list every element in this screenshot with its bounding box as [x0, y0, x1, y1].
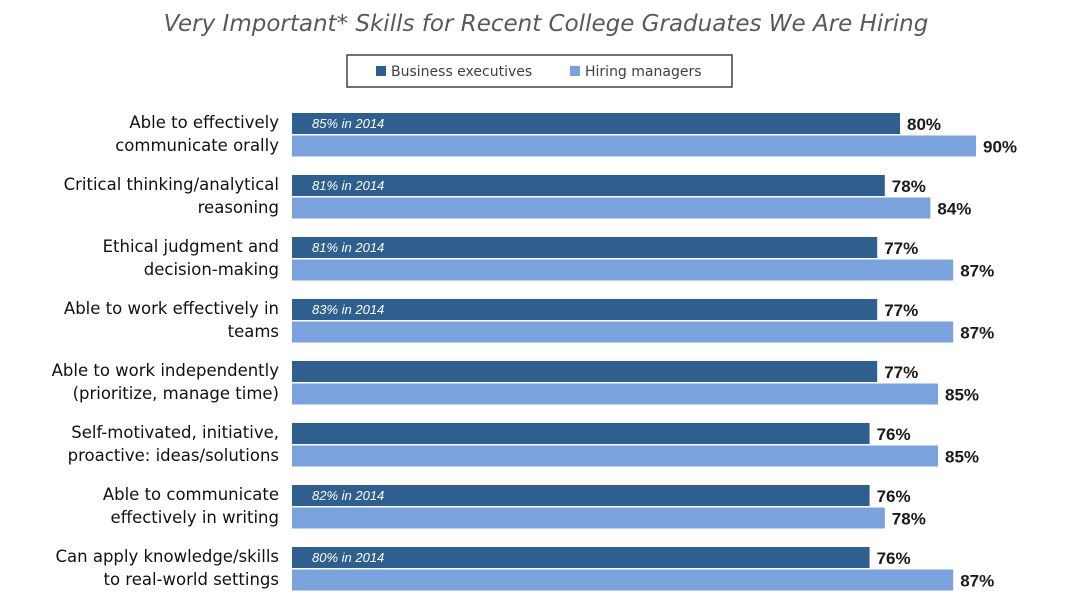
prior-year-annotation: 82% in 2014 — [312, 488, 384, 503]
category-label: communicate orally — [115, 136, 279, 155]
category-label: reasoning — [198, 198, 279, 217]
chart-title: Very Important* Skills for Recent Colleg… — [164, 11, 929, 37]
category-group: Able to effectively communicate orally 80%… — [115, 113, 1017, 157]
category-label: Self-motivated, initiative, — [71, 423, 279, 442]
category-label: Critical thinking/analytical — [64, 175, 279, 194]
value-label: 84% — [937, 200, 971, 219]
value-label: 78% — [892, 510, 926, 529]
category-group: Able to work effectively in teams 77% 83% i… — [64, 299, 994, 343]
category-label: to real-world settings — [103, 570, 279, 589]
bar-business-executives — [292, 547, 870, 568]
category-label: decision-making — [144, 260, 279, 279]
category-label: Able to work independently — [52, 361, 280, 380]
plot-area: Able to effectively communicate orally 80%… — [52, 113, 1017, 591]
value-label: 76% — [877, 425, 911, 444]
bar-hiring-managers — [292, 507, 885, 529]
value-label: 76% — [877, 549, 911, 568]
legend-swatch-business-executives — [376, 66, 386, 76]
category-label: teams — [228, 322, 279, 341]
bar-hiring-managers — [292, 445, 938, 467]
bar-hiring-managers — [292, 321, 954, 343]
legend-label-business-executives: Business executives — [391, 64, 532, 80]
category-label: Able to effectively — [129, 113, 279, 132]
bar-business-executives — [292, 485, 870, 506]
legend-label-hiring-managers: Hiring managers — [585, 64, 702, 80]
value-label: 77% — [884, 363, 918, 382]
category-label: Able to communicate — [103, 485, 279, 504]
category-label: Can apply knowledge/skills — [56, 547, 279, 566]
prior-year-annotation: 80% in 2014 — [312, 550, 384, 565]
category-label: Ethical judgment and — [103, 237, 279, 256]
prior-year-annotation: 85% in 2014 — [312, 116, 384, 131]
prior-year-annotation: 81% in 2014 — [312, 240, 384, 255]
category-label: effectively in writing — [111, 508, 279, 527]
value-label: 90% — [983, 138, 1017, 157]
bar-business-executives — [292, 237, 878, 258]
bar-business-executives — [292, 175, 885, 196]
value-label: 87% — [960, 324, 994, 343]
category-group: Can apply knowledge/skills to real-world … — [56, 547, 994, 591]
value-label: 76% — [877, 487, 911, 506]
legend-swatch-hiring-managers — [570, 66, 580, 76]
prior-year-annotation: 81% in 2014 — [312, 178, 384, 193]
value-label: 87% — [960, 572, 994, 591]
value-label: 85% — [945, 448, 979, 467]
bar-business-executives — [292, 423, 870, 444]
value-label: 77% — [884, 301, 918, 320]
category-group: Ethical judgment and decision-making 77% 81… — [103, 237, 994, 281]
value-label: 85% — [945, 386, 979, 405]
bar-hiring-managers — [292, 383, 938, 405]
category-group: Able to work independently (prioritize, m… — [52, 361, 979, 405]
category-group: Critical thinking/analytical reasoning 78%… — [64, 175, 971, 219]
category-label: proactive: ideas/solutions — [68, 446, 279, 465]
category-label: (prioritize, manage time) — [73, 384, 279, 403]
bar-business-executives — [292, 361, 878, 382]
bar-business-executives — [292, 299, 878, 320]
bar-hiring-managers — [292, 135, 976, 157]
category-group: Able to communicate effectively in writin… — [103, 485, 926, 529]
prior-year-annotation: 83% in 2014 — [312, 302, 384, 317]
bar-business-executives — [292, 113, 900, 134]
value-label: 78% — [892, 177, 926, 196]
category-group: Self-motivated, initiative, proactive: id… — [68, 423, 979, 467]
legend: Business executives Hiring managers — [346, 54, 733, 88]
bar-hiring-managers — [292, 197, 931, 219]
value-label: 87% — [960, 262, 994, 281]
value-label: 80% — [907, 115, 941, 134]
legend-box — [346, 54, 733, 88]
category-label: Able to work effectively in — [64, 299, 279, 318]
bar-hiring-managers — [292, 569, 954, 591]
value-label: 77% — [884, 239, 918, 258]
bar-hiring-managers — [292, 259, 954, 281]
